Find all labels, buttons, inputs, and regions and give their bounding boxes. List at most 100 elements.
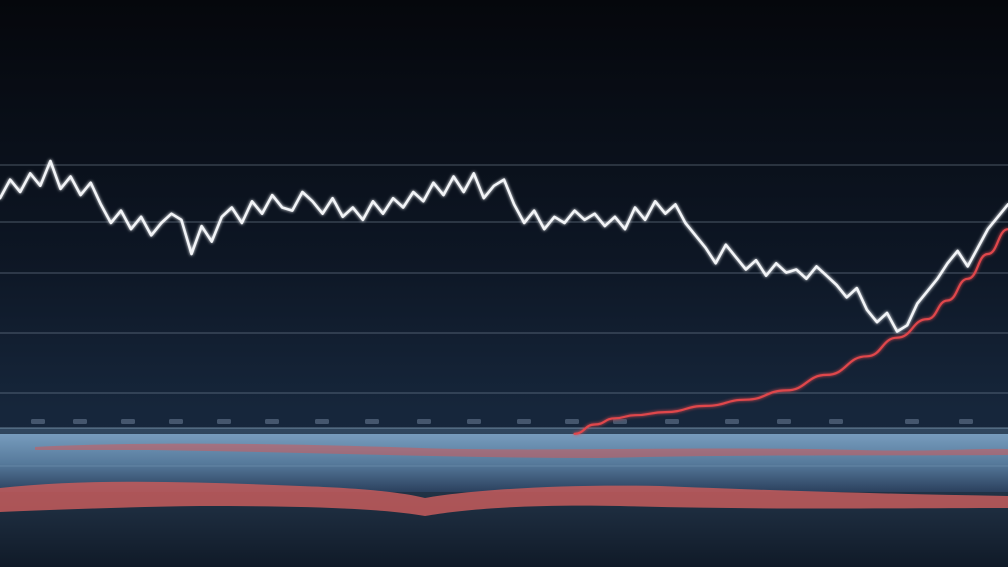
data-point — [725, 244, 727, 246]
x-tick-mark — [905, 419, 919, 424]
data-point — [180, 219, 182, 221]
data-point — [241, 222, 243, 224]
data-point — [967, 278, 969, 280]
data-point — [493, 185, 495, 187]
data-point — [594, 424, 596, 426]
data-point — [987, 228, 989, 230]
series-line-white — [0, 159, 1008, 333]
x-tick-mark — [315, 419, 329, 424]
data-point — [432, 182, 434, 184]
data-point — [775, 262, 777, 264]
data-point — [362, 219, 364, 221]
data-point — [997, 216, 999, 218]
data-point — [785, 389, 787, 391]
data-point — [795, 269, 797, 271]
data-point — [130, 228, 132, 230]
data-point — [311, 200, 313, 202]
data-point — [453, 176, 455, 178]
x-tick-mark — [365, 419, 379, 424]
data-point — [291, 210, 293, 212]
x-tick-mark — [467, 419, 481, 424]
data-point — [805, 278, 807, 280]
data-point — [170, 213, 172, 215]
data-point — [856, 287, 858, 289]
data-point — [140, 216, 142, 218]
reflection-floor — [0, 427, 1008, 567]
data-point — [422, 200, 424, 202]
data-point — [654, 200, 656, 202]
data-point — [352, 207, 354, 209]
data-point — [876, 321, 878, 323]
data-point — [674, 203, 676, 205]
data-point — [624, 228, 626, 230]
data-point — [745, 269, 747, 271]
x-tick-mark — [829, 419, 843, 424]
x-tick-mark — [121, 419, 135, 424]
x-tick-mark — [959, 419, 973, 424]
x-tick-mark — [31, 419, 45, 424]
data-point — [553, 216, 555, 218]
data-point — [826, 374, 828, 376]
data-point — [664, 411, 666, 413]
data-point — [19, 191, 21, 193]
data-point — [443, 194, 445, 196]
data-point — [251, 200, 253, 202]
x-tick-mark — [777, 419, 791, 424]
data-point — [826, 275, 828, 277]
gridlines — [0, 164, 1008, 394]
red-reflection-upper — [35, 443, 1008, 458]
data-point — [231, 207, 233, 209]
data-point — [533, 210, 535, 212]
data-point — [503, 179, 505, 181]
data-point — [150, 234, 152, 236]
data-point — [987, 253, 989, 255]
x-tick-mark — [665, 419, 679, 424]
data-point — [715, 262, 717, 264]
data-point — [705, 247, 707, 249]
data-point — [926, 318, 928, 320]
data-point — [866, 309, 868, 311]
data-point — [120, 210, 122, 212]
data-point — [271, 194, 273, 196]
data-point — [866, 355, 868, 357]
data-point — [604, 225, 606, 227]
data-point — [463, 191, 465, 193]
data-point — [110, 222, 112, 224]
data-point — [483, 197, 485, 199]
x-tick-mark — [417, 419, 431, 424]
data-point — [765, 275, 767, 277]
data-point — [211, 241, 213, 243]
x-tick-mark — [265, 419, 279, 424]
data-point — [574, 433, 576, 435]
data-point — [9, 179, 11, 181]
data-point — [916, 303, 918, 305]
data-point — [301, 191, 303, 193]
data-point — [70, 176, 72, 178]
data-point — [926, 290, 928, 292]
data-point — [332, 197, 334, 199]
data-point — [846, 296, 848, 298]
data-point — [574, 210, 576, 212]
data-point — [160, 222, 162, 224]
x-tick-mark — [169, 419, 183, 424]
red-reflection-lower — [0, 481, 1008, 516]
data-point — [59, 188, 61, 190]
data-point — [584, 219, 586, 221]
data-point — [705, 405, 707, 407]
data-point — [634, 414, 636, 416]
data-point — [322, 213, 324, 215]
x-axis-ticks — [31, 419, 973, 424]
data-point — [896, 337, 898, 339]
x-tick-mark — [517, 419, 531, 424]
data-point — [523, 222, 525, 224]
data-point — [382, 213, 384, 215]
data-point — [90, 182, 92, 184]
data-point — [634, 207, 636, 209]
data-point — [80, 194, 82, 196]
data-point — [49, 160, 51, 162]
data-point — [836, 284, 838, 286]
data-point — [815, 265, 817, 267]
data-point — [947, 262, 949, 264]
series-layer — [0, 159, 1008, 435]
